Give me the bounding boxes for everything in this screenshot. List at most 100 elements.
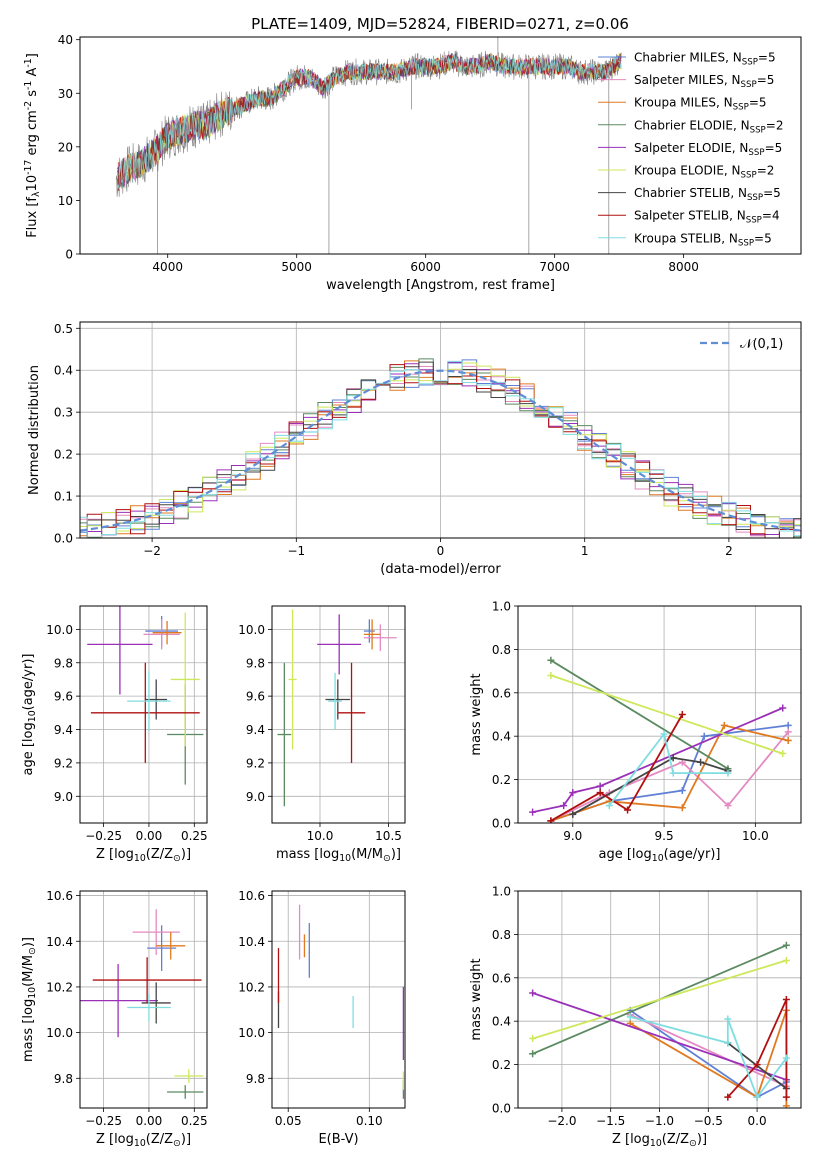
series-marker bbox=[782, 1093, 790, 1101]
axes-frame bbox=[517, 605, 802, 824]
series bbox=[605, 730, 732, 810]
y-tick-label: 9.2 bbox=[54, 756, 73, 770]
y-axis-label: Normed distribution bbox=[27, 365, 42, 495]
plot-area bbox=[115, 37, 622, 254]
y-tick-label: 0.3 bbox=[54, 406, 73, 420]
data-point bbox=[87, 606, 153, 695]
series-marker bbox=[782, 956, 790, 964]
x-tick-label: −0.25 bbox=[85, 1114, 122, 1128]
series-marker bbox=[779, 704, 787, 712]
series-marker bbox=[724, 769, 732, 777]
axes-frame bbox=[517, 890, 802, 1109]
data-point bbox=[90, 662, 200, 763]
chart-residuals: −2 −1 0 1 2 0.0 0.1 0.2 0.3 0.4 0.5 (data-model)/er… bbox=[27, 321, 802, 577]
series-line bbox=[550, 714, 684, 822]
y-tick-label: 0.0 bbox=[492, 1102, 511, 1116]
y-tick-label: 10.0 bbox=[46, 623, 73, 637]
series-marker bbox=[784, 721, 792, 729]
x-tick-label: 8000 bbox=[668, 260, 699, 274]
y-tick-label: 0.2 bbox=[54, 448, 73, 462]
x-tick-label: 5000 bbox=[281, 260, 312, 274]
x-tick-label: −2 bbox=[143, 544, 161, 558]
series-marker bbox=[605, 802, 613, 810]
axes-frame bbox=[79, 36, 802, 255]
x-tick-label: 0 bbox=[437, 544, 445, 558]
series-marker bbox=[596, 782, 604, 790]
x-tick-label: 0.25 bbox=[181, 1114, 208, 1128]
data-point bbox=[325, 679, 351, 720]
data-point bbox=[132, 909, 180, 955]
data-point bbox=[152, 621, 182, 645]
y-tick-label: 0.2 bbox=[492, 1058, 511, 1072]
series-marker bbox=[753, 1093, 761, 1101]
series-marker bbox=[784, 728, 792, 736]
y-tick-label: 9.8 bbox=[246, 656, 265, 670]
x-tick-label: 10.0 bbox=[742, 829, 769, 843]
x-tick-label: 0.25 bbox=[181, 829, 208, 843]
y-tick-label: 0.4 bbox=[54, 364, 73, 378]
plot-area bbox=[277, 904, 405, 1099]
x-axis-label: Z [log10​(Z/Z⊙​)] bbox=[612, 1132, 707, 1149]
y-tick-label: 10.0 bbox=[238, 623, 265, 637]
y-tick-label: 9.8 bbox=[54, 656, 73, 670]
plot-area bbox=[277, 609, 397, 807]
series bbox=[547, 656, 732, 773]
data-point bbox=[363, 619, 381, 650]
legend-label: Salpeter STELIB, NSSP​=4 bbox=[634, 209, 780, 226]
x-tick-label: 0.00 bbox=[136, 829, 163, 843]
legend-label: Chabrier ELODIE, NSSP​=2 bbox=[634, 118, 783, 135]
y-tick-label: 10.6 bbox=[46, 889, 73, 903]
y-tick-label: 0.6 bbox=[492, 686, 511, 700]
series-marker bbox=[753, 1061, 761, 1069]
y-tick-label: 0.4 bbox=[492, 730, 511, 744]
y-tick-label: 9.8 bbox=[246, 1072, 265, 1086]
axes-frame bbox=[79, 321, 802, 539]
series bbox=[547, 671, 787, 758]
y-tick-label: 9.8 bbox=[54, 1072, 73, 1086]
series-line bbox=[550, 674, 783, 755]
plot-area bbox=[529, 656, 792, 823]
data-point bbox=[363, 619, 375, 643]
x-axis-label: Z [log10​(Z/Z⊙​)] bbox=[96, 1132, 191, 1149]
y-tick-label: 1.0 bbox=[492, 600, 511, 614]
series-marker bbox=[569, 810, 577, 818]
x-tick-label: 0.0 bbox=[748, 1114, 767, 1128]
x-tick-label: 9.0 bbox=[563, 829, 582, 843]
y-tick-label: 10.4 bbox=[46, 935, 73, 949]
data-point bbox=[288, 609, 297, 750]
series bbox=[569, 754, 732, 818]
x-axis-label: (data-model)/error bbox=[380, 562, 501, 577]
chart-z-mass: −0.25 0.00 0.25 9.8 10.0 10.2 10.4 10.6 Z [log10… bbox=[21, 889, 208, 1149]
series bbox=[724, 996, 790, 1101]
data-point bbox=[127, 671, 171, 732]
series-marker bbox=[720, 721, 728, 729]
data-point bbox=[127, 993, 171, 1022]
x-tick-label: 2 bbox=[725, 544, 733, 558]
series-marker bbox=[724, 1093, 732, 1101]
x-axis-label: mass [log10​(M/M⊙​)] bbox=[276, 847, 401, 864]
series-marker bbox=[596, 789, 604, 797]
legend-label: Kroupa STELIB, NSSP​=5 bbox=[634, 231, 772, 248]
figure-title: PLATE=1409, MJD=52824, FIBERID=0271, z=0… bbox=[251, 15, 629, 33]
series-line bbox=[532, 707, 784, 813]
x-tick-label: 0.05 bbox=[275, 1114, 302, 1128]
legend-label: Kroupa ELODIE, NSSP​=2 bbox=[634, 164, 774, 181]
y-tick-label: 0 bbox=[65, 248, 73, 262]
y-axis-label: mass weight bbox=[469, 673, 484, 755]
series bbox=[529, 956, 790, 1043]
axes-frame bbox=[271, 605, 406, 824]
x-tick-label: −2.0 bbox=[547, 1114, 576, 1128]
gaussian-curve bbox=[80, 369, 801, 532]
x-tick-label: −1.5 bbox=[596, 1114, 625, 1128]
series-marker bbox=[669, 769, 677, 777]
series-marker bbox=[626, 1013, 634, 1021]
y-tick-label: 10.6 bbox=[238, 889, 265, 903]
series-line bbox=[572, 756, 729, 816]
series-marker bbox=[782, 941, 790, 949]
x-tick-label: 6000 bbox=[410, 260, 441, 274]
data-point bbox=[92, 957, 202, 1003]
legend-label: Kroupa MILES, NSSP​=5 bbox=[634, 96, 767, 113]
data-point bbox=[174, 1069, 204, 1083]
data-point bbox=[363, 624, 397, 652]
